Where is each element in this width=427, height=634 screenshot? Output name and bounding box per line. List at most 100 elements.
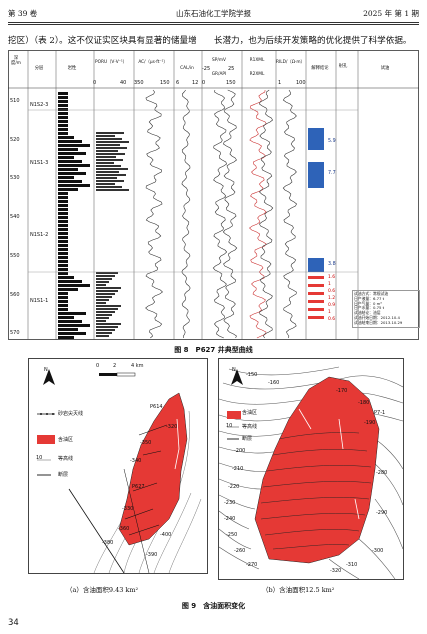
sp-scale-max: 25 xyxy=(228,66,235,72)
poru-bar xyxy=(96,171,119,173)
test-line: 试油开始日期：2012.10.4 xyxy=(354,314,400,320)
interp-layer xyxy=(308,316,324,319)
header-issue: 2025 年 第 1 期 xyxy=(363,9,419,18)
contour-label-b: -180 xyxy=(358,400,370,406)
interp-layer xyxy=(308,284,324,287)
log-header-r2xml: R2XML xyxy=(249,72,265,77)
interp-value: 1.6 xyxy=(328,275,336,280)
map-a xyxy=(28,358,208,574)
contour-label-b: -280 xyxy=(376,470,388,476)
contour-label: -390 xyxy=(146,552,158,558)
poru-bar xyxy=(96,284,106,286)
log-header-gr: GR/API xyxy=(211,72,227,77)
poru-bar xyxy=(96,141,129,143)
poru-bar xyxy=(96,299,109,301)
interp-value: 0.9 xyxy=(328,303,336,308)
cal-scale-max: 12 xyxy=(192,80,199,86)
interp-block xyxy=(308,258,324,272)
poru-bar xyxy=(96,156,116,158)
oil-test-note: 试油方式：常规试油 日产液量：6.77 t 日产气量：0 m³ 日产水量：0.7… xyxy=(352,290,420,328)
lithology-bar xyxy=(58,300,68,303)
contour-label-b: -320 xyxy=(330,568,342,574)
depth-label: 550 xyxy=(10,253,20,259)
map-a-subcaption: （a）含油面积9.43 km² xyxy=(66,586,139,594)
poru-bar xyxy=(96,296,112,298)
poru-bar xyxy=(96,272,118,274)
lithology-bar xyxy=(58,224,68,227)
test-line: 日产液量：6.77 t xyxy=(354,295,385,301)
lithology-bar xyxy=(58,116,68,119)
lithology-bar xyxy=(58,228,68,231)
lithology-bar xyxy=(58,232,68,235)
poru-bar xyxy=(96,168,128,170)
contour-label-b: -260 xyxy=(234,548,246,554)
poru-bar xyxy=(96,147,127,149)
poru-bar xyxy=(96,293,115,295)
lithology-bar xyxy=(58,268,68,271)
poru-bar xyxy=(96,275,115,277)
poru-bar xyxy=(96,132,124,134)
lithology-bar xyxy=(58,312,86,315)
oil-area-a xyxy=(118,392,188,546)
lithology-bar xyxy=(58,108,68,111)
contour-label-b: -310 xyxy=(346,562,358,568)
lithology-bar xyxy=(58,160,82,163)
scale-label-a: 0 xyxy=(96,363,100,369)
lithology-bar xyxy=(58,260,68,263)
log-header-interp: 解释结论 xyxy=(311,66,329,71)
interp-value: 3.8 xyxy=(328,262,336,267)
lithology-bar xyxy=(58,184,90,187)
lithology-bar xyxy=(58,328,78,331)
lithology-bar xyxy=(58,240,68,243)
lithology-bar xyxy=(58,288,78,291)
log-header-layer: 分层 xyxy=(34,66,44,71)
legend-oil-area-b: 含油区 xyxy=(242,410,258,416)
poru-bar xyxy=(96,150,118,152)
zone-label: N1S1-2 xyxy=(30,232,49,238)
test-line: 日产气量：0 m³ xyxy=(354,300,382,306)
poru-bar xyxy=(96,329,115,331)
test-line: 试油方式：常规试油 xyxy=(354,291,389,296)
map-a-svg xyxy=(37,369,202,573)
contour-label-b: -250 xyxy=(226,532,238,538)
well-label-b: P7-1 xyxy=(374,410,386,416)
contour-label-b: -300 xyxy=(372,548,384,554)
legend-contour: 等高线 xyxy=(58,456,74,462)
lithology-bar xyxy=(58,136,74,139)
log-header-test: 试油 xyxy=(380,66,390,71)
interp-value: 0.6 xyxy=(328,289,336,294)
interp-layer xyxy=(308,276,324,279)
contour-label-b: -220 xyxy=(228,484,240,490)
lithology-bar xyxy=(58,316,74,319)
interp-layer xyxy=(308,300,324,303)
lithology-bar xyxy=(58,156,74,159)
well-label: P614 xyxy=(150,404,163,410)
r1xml-curve xyxy=(249,89,267,339)
log-header-r1xml: R1XML xyxy=(249,58,265,63)
lithology-bar xyxy=(58,280,82,283)
lithology-bar xyxy=(58,196,68,199)
figure-9-caption: 图 9 含油面积变化 xyxy=(181,602,246,610)
poru-bar xyxy=(96,186,122,188)
zone-label: N1S1-1 xyxy=(30,298,49,304)
lithology-bar xyxy=(58,104,68,107)
lithology-bar xyxy=(58,112,68,115)
interp-value: 0.6 xyxy=(328,317,336,322)
gr-curve xyxy=(222,89,238,339)
contour-label-b: -270 xyxy=(246,562,258,568)
poru-bar xyxy=(96,335,109,337)
legend-contour-prefix-b: 10 xyxy=(226,423,233,429)
lithology-bar xyxy=(58,264,68,267)
rild-scale-max: 100 xyxy=(296,80,306,86)
contour-label: -380 xyxy=(102,540,114,546)
lithology-bar xyxy=(58,244,68,247)
lithology-bar xyxy=(58,256,68,259)
lithology-bar xyxy=(58,148,78,151)
cal-scale-min: 6 xyxy=(176,80,180,86)
gr-scale-min: 0 xyxy=(202,80,206,86)
rild-scale-min: 1 xyxy=(278,80,282,86)
lithology-bar xyxy=(58,208,68,211)
depth-label: 520 xyxy=(10,137,20,143)
contour-label-b: -160 xyxy=(268,380,280,386)
interp-block xyxy=(308,128,324,150)
